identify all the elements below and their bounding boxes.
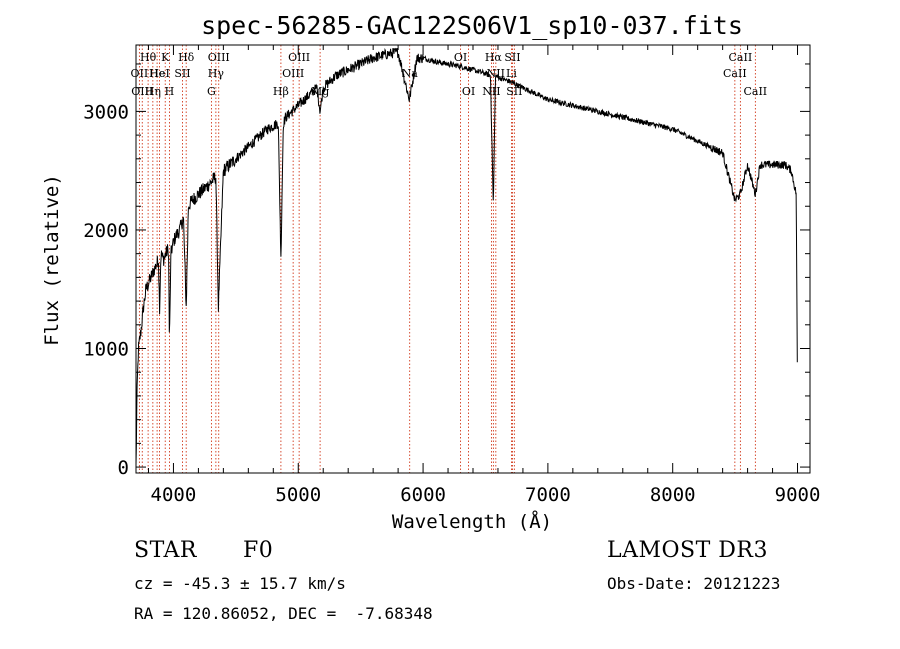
line-marker-label: OIII — [131, 85, 153, 98]
line-marker-label: OIII — [208, 51, 230, 64]
line-marker-label: He — [149, 67, 165, 80]
line-marker-label: Hη — [145, 85, 161, 98]
y-axis-label: Flux (relative) — [41, 174, 63, 346]
line-marker-label: Hθ — [140, 51, 157, 64]
x-tick-label: 7000 — [525, 484, 571, 506]
line-marker-label: SII — [174, 67, 190, 80]
x-tick-label: 9000 — [775, 484, 821, 506]
line-marker-label: CaII — [729, 51, 753, 64]
line-marker-label: OI — [454, 51, 467, 64]
y-tick-label: 1000 — [83, 339, 129, 361]
line-marker-label: OI — [462, 85, 475, 98]
line-marker-label: SII — [506, 85, 522, 98]
flux-series-line — [135, 47, 798, 465]
survey-name: LAMOST DR3 — [607, 538, 768, 563]
x-tick-label: 6000 — [400, 484, 446, 506]
line-marker-label: K — [161, 51, 170, 64]
line-marker-label: Hα — [485, 51, 503, 64]
y-tick-label: 3000 — [83, 101, 129, 123]
line-marker-label: HeI — [149, 67, 169, 80]
observation-date: Obs-Date: 20121223 — [607, 574, 781, 593]
y-axis-ticks: 0 1000 2000 3000 — [83, 63, 810, 479]
line-marker-label: Hδ — [178, 51, 195, 64]
line-marker-label: OIII — [282, 67, 304, 80]
line-marker-label: CaII — [723, 67, 747, 80]
object-subclass: F0 — [243, 538, 274, 563]
line-marker-label: CaII — [743, 85, 767, 98]
object-class: STAR — [134, 538, 197, 563]
redshift-cz: cz = -45.3 ± 15.7 km/s — [134, 574, 346, 593]
chart-title: spec-56285-GAC122S06V1_sp10-037.fits — [201, 11, 743, 40]
x-tick-label: 8000 — [650, 484, 696, 506]
line-marker-label: H — [165, 85, 175, 98]
x-tick-label: 5000 — [275, 484, 321, 506]
y-tick-label: 2000 — [83, 220, 129, 242]
plot-frame — [135, 44, 811, 474]
line-marker-label: G — [207, 85, 216, 98]
line-markers — [138, 45, 756, 473]
line-marker-label: Hγ — [208, 67, 225, 80]
line-marker-label: NII — [482, 85, 500, 98]
x-axis-ticks: 4000 5000 6000 7000 8000 9000 — [147, 45, 821, 506]
x-tick-label: 4000 — [151, 484, 197, 506]
x-axis-label: Wavelength (Å) — [392, 510, 552, 533]
coordinates: RA = 120.86052, DEC = -7.68348 — [134, 604, 433, 623]
y-tick-label: 0 — [118, 457, 129, 479]
line-marker-label: Li — [506, 67, 517, 80]
line-marker-label: SII — [504, 51, 520, 64]
line-marker-label: Hβ — [273, 85, 289, 98]
line-marker-label: OII — [131, 67, 149, 80]
line-marker-label: OIII — [288, 51, 310, 64]
